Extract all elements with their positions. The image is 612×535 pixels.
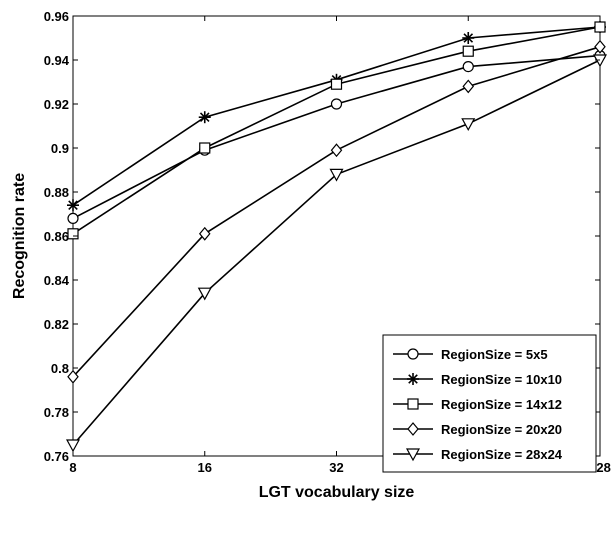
diamond-marker	[330, 143, 343, 158]
star-marker	[407, 373, 419, 385]
y-tick-label: 0.76	[44, 449, 69, 464]
y-tick-label: 0.78	[44, 405, 69, 420]
series	[67, 21, 606, 240]
legend-label: RegionSize = 28x24	[441, 447, 563, 462]
y-tick-label: 0.8	[51, 361, 69, 376]
series-lines	[65, 21, 608, 453]
legend-label: RegionSize = 20x20	[441, 422, 562, 437]
legend-item: RegionSize = 10x10	[393, 372, 562, 387]
y-tick-label: 0.88	[44, 185, 69, 200]
series	[67, 39, 606, 384]
square-marker	[67, 228, 79, 240]
square-marker	[199, 142, 211, 154]
triangle-marker	[405, 448, 421, 462]
star-marker	[198, 111, 211, 124]
legend-item: RegionSize = 5x5	[393, 347, 548, 362]
x-tick-label: 32	[329, 460, 343, 475]
circle-marker	[67, 212, 79, 224]
y-tick-label: 0.92	[44, 97, 69, 112]
square-marker	[330, 78, 343, 90]
series	[67, 21, 606, 212]
x-tick-label: 16	[198, 460, 212, 475]
triangle-marker	[65, 439, 81, 453]
x-tick-label: 8	[69, 460, 76, 475]
legend-item: RegionSize = 14x12	[393, 397, 562, 412]
series-line	[72, 46, 601, 378]
circle-marker	[407, 348, 419, 360]
y-tick-label: 0.9	[51, 141, 69, 156]
triangle-marker	[329, 168, 344, 182]
star-marker	[462, 32, 475, 44]
triangle-marker	[461, 118, 476, 132]
circle-marker	[462, 60, 474, 73]
diamond-marker	[407, 422, 419, 436]
y-tick-label: 0.94	[44, 53, 70, 68]
square-marker	[407, 398, 419, 410]
legend-item: RegionSize = 28x24	[393, 447, 563, 462]
legend: RegionSize = 5x5 RegionSize = 10x10 Region…	[382, 334, 597, 473]
y-axis-label: Recognition rate	[11, 173, 28, 299]
diamond-marker	[594, 39, 606, 54]
legend-label: RegionSize = 14x12	[441, 397, 562, 412]
series-line	[72, 26, 601, 235]
diamond-marker	[462, 79, 475, 94]
circle-marker	[330, 98, 343, 110]
axis-ticks: 81632641280.760.780.80.820.840.860.880.9…	[44, 9, 611, 475]
diamond-marker	[198, 226, 211, 241]
square-marker	[462, 45, 474, 57]
legend-label: RegionSize = 5x5	[441, 347, 548, 362]
x-axis-label: LGT vocabulary size	[259, 484, 415, 501]
diamond-marker	[67, 369, 79, 384]
y-tick-label: 0.84	[44, 273, 70, 288]
y-tick-label: 0.86	[44, 229, 69, 244]
square-marker	[594, 21, 606, 33]
legend-item: RegionSize = 20x20	[393, 422, 562, 437]
legend-label: RegionSize = 10x10	[441, 372, 562, 387]
y-tick-label: 0.82	[44, 317, 69, 332]
star-marker	[67, 199, 79, 212]
y-tick-label: 0.96	[44, 9, 69, 24]
triangle-marker	[197, 287, 212, 301]
